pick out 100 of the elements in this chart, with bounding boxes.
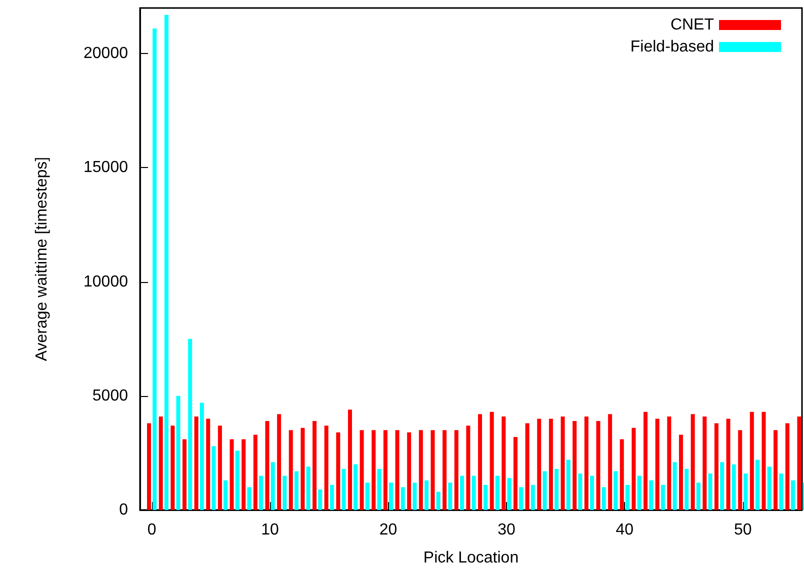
bar xyxy=(472,476,476,510)
bar xyxy=(158,416,163,510)
y-tick-label: 5000 xyxy=(92,387,128,404)
x-tick-label: 50 xyxy=(734,522,752,538)
bar xyxy=(164,14,168,510)
y-tick-label: 10000 xyxy=(84,273,128,290)
bar xyxy=(418,430,423,510)
bar xyxy=(702,416,707,510)
bar xyxy=(537,418,542,510)
bar xyxy=(442,430,447,510)
legend-label: CNET xyxy=(670,16,714,34)
bar xyxy=(200,402,204,510)
bar xyxy=(412,482,417,510)
bar xyxy=(478,414,482,510)
bar xyxy=(572,421,577,510)
bar xyxy=(348,410,352,510)
bar xyxy=(318,489,322,510)
bar xyxy=(779,473,784,510)
bar xyxy=(354,464,358,510)
legend-label: Field-based xyxy=(630,38,714,56)
x-tick-label: 0 xyxy=(147,522,156,538)
bar xyxy=(448,482,452,510)
bar xyxy=(342,468,346,510)
bar xyxy=(377,468,382,510)
bar xyxy=(726,418,730,510)
bar xyxy=(253,434,258,510)
bar xyxy=(395,430,400,510)
bar xyxy=(424,480,429,510)
bar xyxy=(566,460,570,510)
bar xyxy=(637,476,642,510)
bar xyxy=(270,462,275,510)
bar xyxy=(513,436,518,510)
x-tick-label: 10 xyxy=(261,522,280,538)
bar xyxy=(738,430,742,510)
bar xyxy=(744,473,748,510)
bar xyxy=(542,471,547,510)
bar xyxy=(495,476,500,510)
bar xyxy=(300,428,305,510)
bar xyxy=(484,484,488,510)
bar xyxy=(632,428,636,510)
bar xyxy=(247,487,252,510)
bar xyxy=(400,487,405,510)
bar xyxy=(596,421,600,510)
x-axis-title: Pick Location xyxy=(423,550,519,566)
bar xyxy=(170,426,175,510)
bar xyxy=(590,476,594,510)
bar xyxy=(614,471,618,510)
bar xyxy=(182,439,186,510)
bar xyxy=(678,434,683,510)
bar xyxy=(714,423,718,510)
bar xyxy=(655,418,660,510)
bar xyxy=(242,439,246,510)
bar xyxy=(176,396,180,510)
bar xyxy=(152,28,157,510)
bar xyxy=(277,414,282,510)
bar xyxy=(696,482,700,510)
bar xyxy=(519,487,524,510)
bar xyxy=(360,430,364,510)
bar xyxy=(218,426,222,510)
bar xyxy=(282,476,287,510)
bar xyxy=(224,480,228,510)
bar xyxy=(530,484,535,510)
y-tick-label: 0 xyxy=(119,502,128,518)
bar xyxy=(436,492,440,510)
x-tick-label: 30 xyxy=(498,522,516,538)
bar xyxy=(578,473,582,510)
bar xyxy=(336,432,340,510)
y-axis-title: Average waittime [timesteps] xyxy=(34,156,50,362)
bar xyxy=(672,462,677,510)
bar xyxy=(790,480,795,510)
bar xyxy=(785,423,790,510)
bar xyxy=(454,430,458,510)
bar xyxy=(188,338,192,510)
bar xyxy=(372,430,376,510)
bar xyxy=(466,426,470,510)
bar xyxy=(684,468,689,510)
bar xyxy=(708,473,712,510)
bar xyxy=(365,482,370,510)
bar xyxy=(294,471,298,510)
bar xyxy=(330,484,334,510)
bar xyxy=(608,414,612,510)
bar xyxy=(460,476,464,510)
bar xyxy=(644,412,648,510)
bar xyxy=(690,414,695,510)
bar xyxy=(548,418,553,510)
bar xyxy=(306,466,310,510)
bar xyxy=(324,426,328,510)
bar xyxy=(265,421,270,510)
y-tick-label: 20000 xyxy=(84,45,128,62)
bar xyxy=(560,416,565,510)
bar xyxy=(584,416,588,510)
bar xyxy=(750,412,754,510)
bar xyxy=(230,439,234,510)
y-tick-label: 15000 xyxy=(84,159,128,176)
bar xyxy=(206,418,210,510)
bar xyxy=(235,450,240,510)
bar xyxy=(212,446,216,510)
bar xyxy=(762,412,766,510)
bar xyxy=(649,480,654,510)
bar xyxy=(389,482,394,510)
